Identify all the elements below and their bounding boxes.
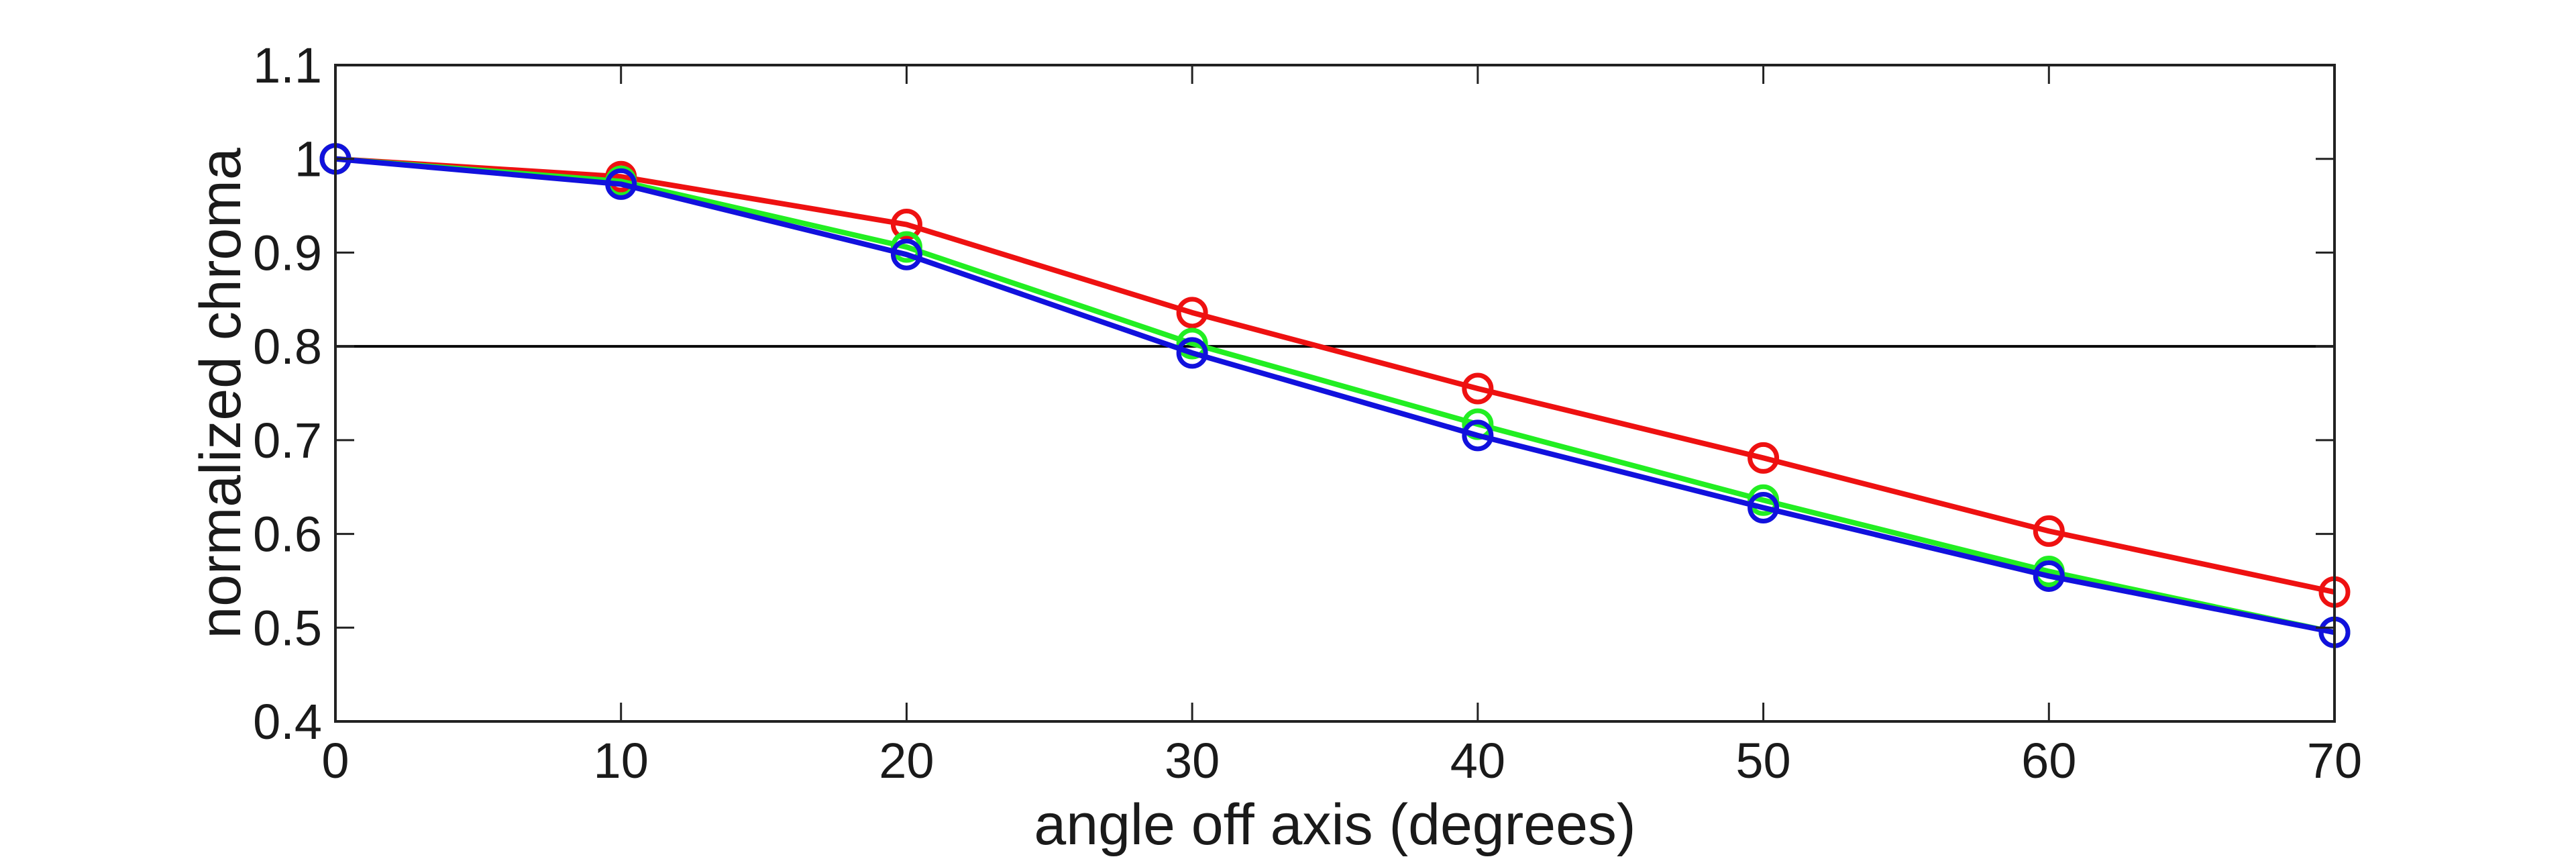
x-tick-label: 0	[321, 733, 349, 789]
x-tick-label: 50	[1735, 733, 1790, 789]
data-point	[605, 168, 637, 200]
data-point	[890, 238, 922, 270]
data-point	[1462, 372, 1494, 405]
data-point	[1748, 491, 1780, 523]
y-axis-label: normalized chroma	[189, 148, 253, 638]
axis-ticks: 0 10 20 30 40 50 60 70 0.4 0.5 0.6 0.7 0.8 0.9 1 1.1	[253, 38, 2362, 789]
y-tick-label: 0.9	[253, 225, 322, 281]
x-tick-label: 20	[879, 733, 934, 789]
series-line	[335, 156, 2335, 595]
plot-frame	[334, 64, 2336, 723]
x-tick-label: 30	[1165, 733, 1220, 789]
series-line	[335, 156, 2335, 636]
data-point	[1176, 327, 1208, 360]
data-point	[1748, 442, 1780, 474]
y-tick-label: 1	[294, 132, 322, 187]
y-tick-label: 0.5	[253, 600, 322, 656]
y-tick-label: 0.4	[253, 694, 322, 750]
y-tick-label: 1.1	[253, 38, 322, 93]
data-point	[1176, 297, 1208, 329]
series-line	[335, 156, 2335, 636]
x-axis-label: angle off axis (degrees)	[1034, 793, 1635, 857]
x-tick-label: 10	[594, 733, 649, 789]
data-point	[890, 209, 922, 241]
y-tick-label: 0.8	[253, 319, 322, 374]
x-tick-label: 70	[2307, 733, 2362, 789]
data-point	[2033, 515, 2065, 547]
data-point	[2033, 560, 2065, 592]
data-point	[1462, 419, 1494, 452]
x-tick-label: 60	[2021, 733, 2076, 789]
y-tick-label: 0.7	[253, 413, 322, 468]
y-tick-label: 0.6	[253, 507, 322, 562]
x-tick-label: 40	[1450, 733, 1505, 789]
data-point	[1176, 337, 1208, 369]
